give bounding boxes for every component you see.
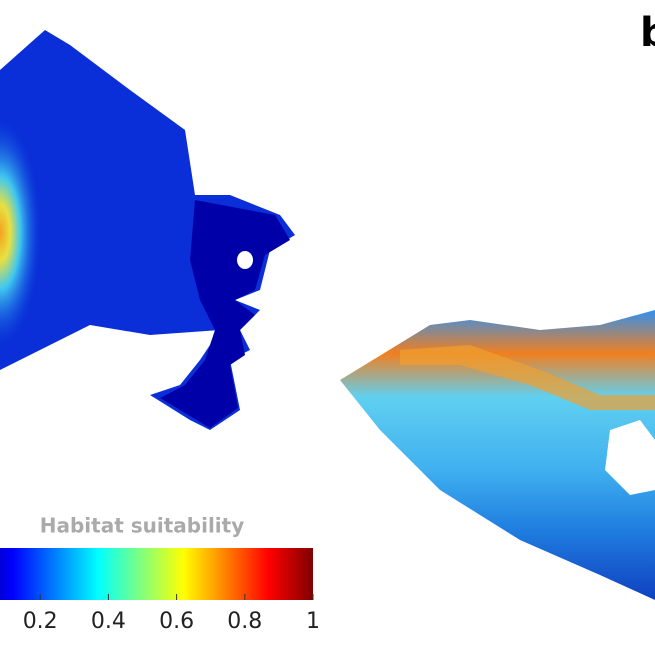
colorbar-title: Habitat suitability (40, 514, 245, 538)
panel-label: b (640, 10, 655, 56)
tick-label: 0.8 (227, 609, 262, 634)
left-map (0, 30, 295, 430)
tick-label: 0.4 (91, 609, 126, 634)
colorbar: Habitat suitability 0.2 0.4 0.6 0.8 1 (0, 514, 320, 634)
tick-label: 0.2 (23, 609, 58, 634)
map-band (400, 345, 655, 410)
map-deep (160, 200, 290, 428)
lake (237, 251, 253, 269)
map-highlight (0, 120, 90, 370)
inlet (605, 420, 655, 495)
tick-label: 0.6 (159, 609, 194, 634)
tick-label: 1 (306, 609, 320, 634)
map-region (340, 310, 655, 600)
right-map (340, 310, 655, 600)
colorbar-gradient (0, 548, 313, 600)
